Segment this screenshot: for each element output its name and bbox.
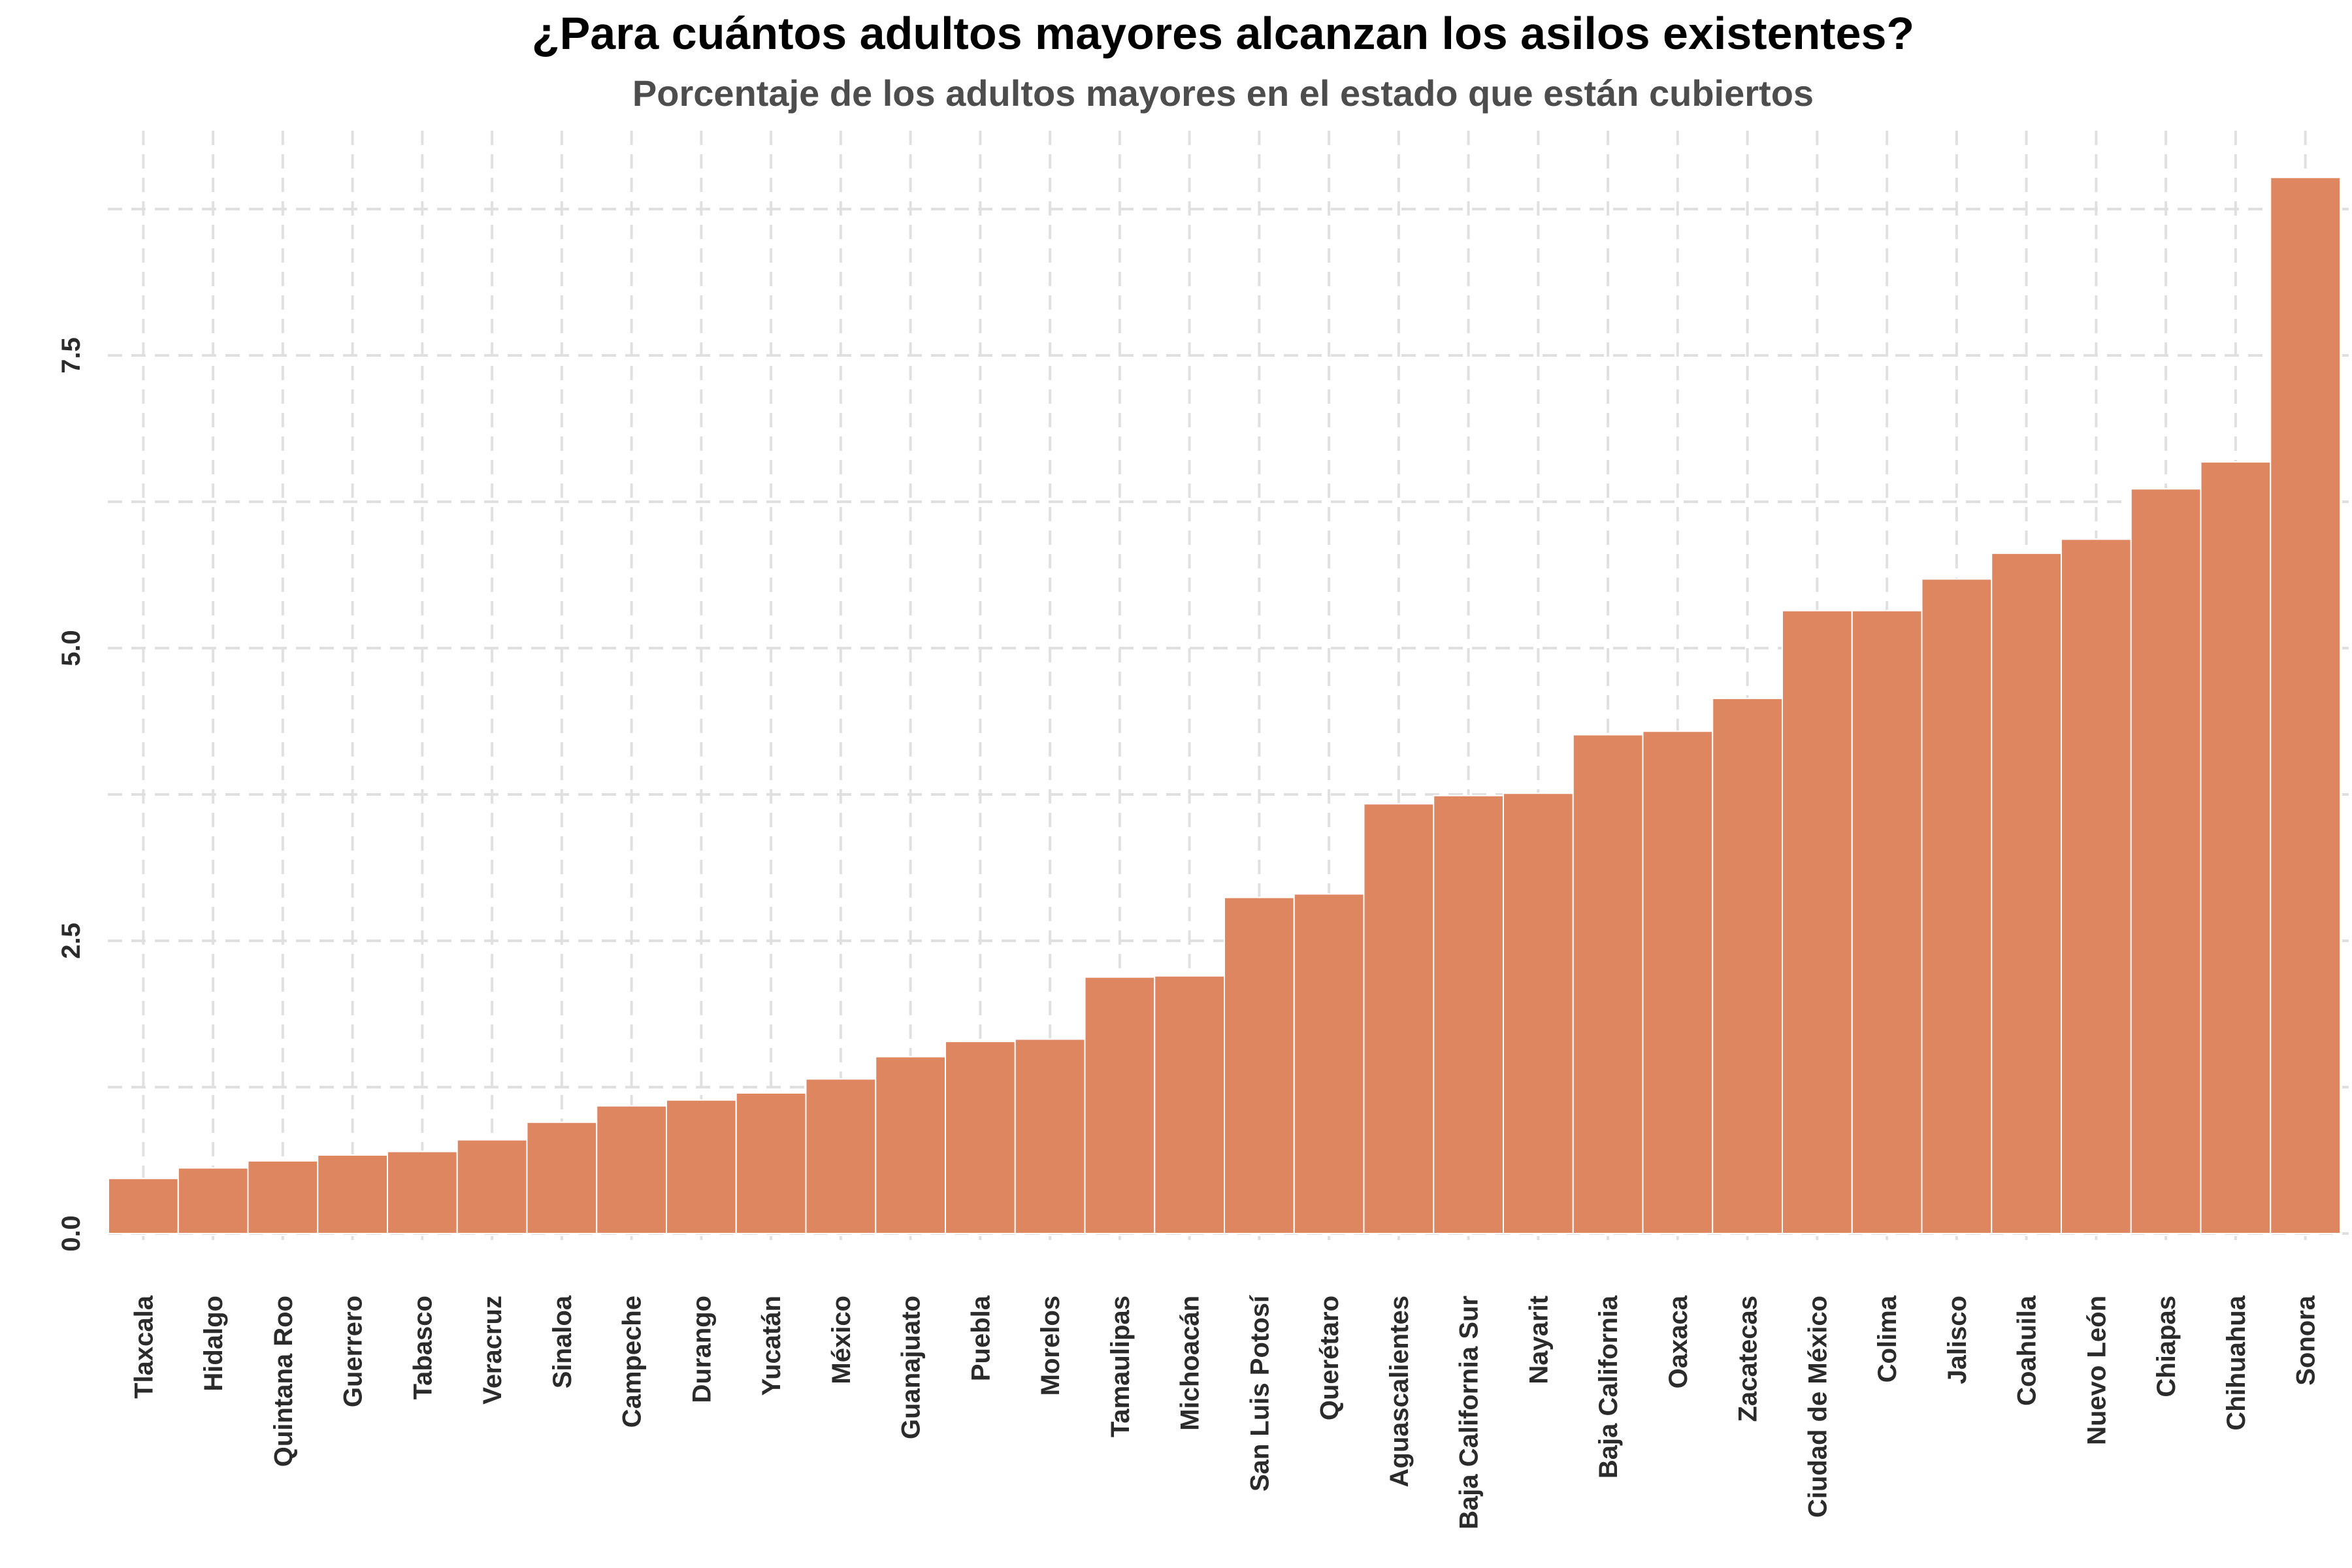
x-tick-label: Tamaulipas: [1106, 1296, 1135, 1437]
x-tick-label: Aguascalientes: [1385, 1296, 1414, 1487]
x-tick-label: Hidalgo: [199, 1296, 228, 1392]
bar-baja-california: [1572, 734, 1644, 1235]
x-tick-label: Quintana Roo: [269, 1296, 298, 1467]
bar-zacatecas: [1712, 698, 1783, 1234]
x-tick-label: San Luis Potosí: [1245, 1294, 1274, 1492]
x-tick-label: Zacatecas: [1734, 1296, 1763, 1422]
bar-méxico: [805, 1078, 877, 1235]
bar-michoacán: [1154, 975, 1225, 1234]
bar-colima: [1851, 610, 1923, 1234]
bar-sonora: [2270, 176, 2341, 1235]
x-tick-label: Nuevo León: [2082, 1296, 2111, 1445]
bar-quintana-roo: [247, 1160, 319, 1234]
bar-tamaulipas: [1084, 976, 1156, 1234]
bar-querétaro: [1293, 893, 1365, 1234]
x-tick-label: Veracruz: [478, 1296, 507, 1405]
x-tick-label: México: [827, 1296, 856, 1384]
x-tick-label: Chihuahua: [2222, 1295, 2251, 1430]
x-tick-label: Yucatán: [757, 1296, 786, 1396]
x-tick-label: Coahuila: [2013, 1295, 2042, 1406]
bar-tabasco: [387, 1151, 458, 1235]
chart-title: ¿Para cuántos adultos mayores alcanzan l…: [532, 8, 1914, 59]
x-tick-label: Guerrero: [339, 1296, 368, 1407]
x-tick-label: Baja California: [1594, 1295, 1623, 1478]
x-tick-label: Ciudad de México: [1803, 1296, 1832, 1518]
bar-jalisco: [1921, 578, 1993, 1234]
x-tick-label: Guanajuato: [897, 1296, 926, 1439]
bar-guerrero: [317, 1154, 388, 1235]
bar-yucatán: [735, 1092, 807, 1234]
x-tick-label: Durango: [687, 1296, 716, 1403]
x-tick-label: Michoacán: [1176, 1296, 1205, 1431]
bar-campeche: [596, 1105, 667, 1234]
bar-baja-california-sur: [1433, 794, 1504, 1234]
bar-sinaloa: [526, 1121, 598, 1235]
x-tick-label: Querétaro: [1315, 1296, 1344, 1420]
y-tick-label: 7.5: [57, 337, 86, 374]
bar-aguascalientes: [1363, 803, 1435, 1235]
y-axis-ticks: 0.0 2.5 5.0 7.5: [57, 337, 86, 1252]
x-tick-label: Sonora: [2292, 1295, 2321, 1386]
x-tick-label: Nayarit: [1524, 1296, 1553, 1384]
bar-san-luis-potosí: [1224, 896, 1295, 1235]
x-axis-ticks: Tlaxcala Hidalgo Quintana Roo Guerrero Tabas…: [129, 1294, 2320, 1529]
x-tick-label: Jalisco: [1943, 1296, 1972, 1384]
y-tick-label: 0.0: [57, 1215, 86, 1252]
x-tick-label: Colima: [1873, 1295, 1902, 1382]
bar-coahuila: [1991, 552, 2062, 1234]
x-tick-label: Oaxaca: [1664, 1295, 1693, 1388]
bar-tlaxcala: [108, 1177, 179, 1234]
x-tick-label: Tlaxcala: [129, 1295, 158, 1399]
chart-subtitle: Porcentaje de los adultos mayores en el …: [632, 73, 1814, 114]
x-tick-label: Morelos: [1036, 1296, 1065, 1396]
bar-nayarit: [1503, 792, 1574, 1234]
x-tick-label: Chiapas: [2152, 1296, 2181, 1397]
bar-guanajuato: [875, 1056, 946, 1234]
x-tick-label: Baja California Sur: [1455, 1296, 1484, 1529]
bar-puebla: [945, 1041, 1016, 1235]
bar-chihuahua: [2200, 461, 2272, 1234]
bars: [108, 176, 2341, 1235]
bar-nuevo-león: [2061, 538, 2132, 1234]
bar-hidalgo: [177, 1167, 249, 1234]
y-tick-label: 2.5: [57, 923, 86, 959]
x-tick-label: Tabasco: [408, 1296, 437, 1399]
bar-morelos: [1014, 1038, 1086, 1234]
x-tick-label: Campeche: [618, 1296, 647, 1428]
bar-oaxaca: [1642, 730, 1714, 1235]
bar-durango: [666, 1099, 737, 1235]
bar-veracruz: [456, 1139, 528, 1235]
bar-ciudad-de-méxico: [1782, 610, 1853, 1234]
y-tick-label: 5.0: [57, 630, 86, 666]
x-tick-label: Puebla: [966, 1295, 995, 1381]
bar-chiapas: [2130, 488, 2202, 1235]
x-tick-label: Sinaloa: [548, 1295, 577, 1388]
